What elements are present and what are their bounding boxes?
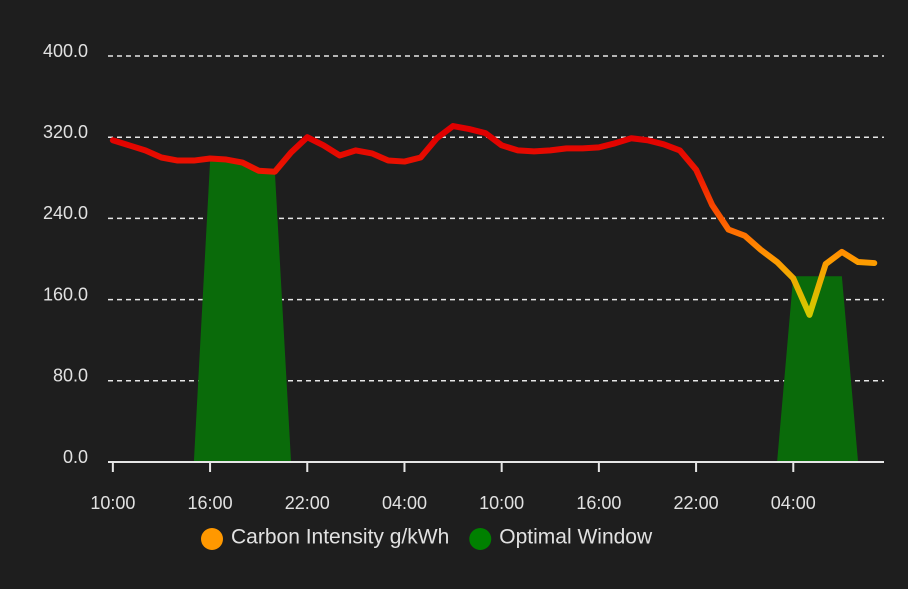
y-tick-label: 80.0 xyxy=(53,366,88,386)
y-tick-label: 240.0 xyxy=(43,203,88,223)
y-tick-label: 160.0 xyxy=(43,284,88,304)
legend-label: Carbon Intensity g/kWh xyxy=(231,526,449,549)
intensity-line xyxy=(109,123,878,318)
x-tick-label: 04:00 xyxy=(771,493,816,513)
x-tick-label: 04:00 xyxy=(382,493,427,513)
x-tick-label: 10:00 xyxy=(90,493,135,513)
legend-label: Optimal Window xyxy=(499,526,653,549)
window-area xyxy=(112,161,875,462)
x-tick-label: 10:00 xyxy=(479,493,524,513)
x-tick-label: 22:00 xyxy=(285,493,330,513)
x-tick-label: 22:00 xyxy=(674,493,719,513)
legend-swatch xyxy=(201,528,223,550)
y-tick-label: 400.0 xyxy=(43,41,88,61)
x-tick-label: 16:00 xyxy=(576,493,621,513)
y-tick-label: 320.0 xyxy=(43,122,88,142)
x-tick-label: 16:00 xyxy=(188,493,233,513)
legend-swatch xyxy=(469,528,492,550)
y-tick-label: 0.0 xyxy=(63,447,88,467)
